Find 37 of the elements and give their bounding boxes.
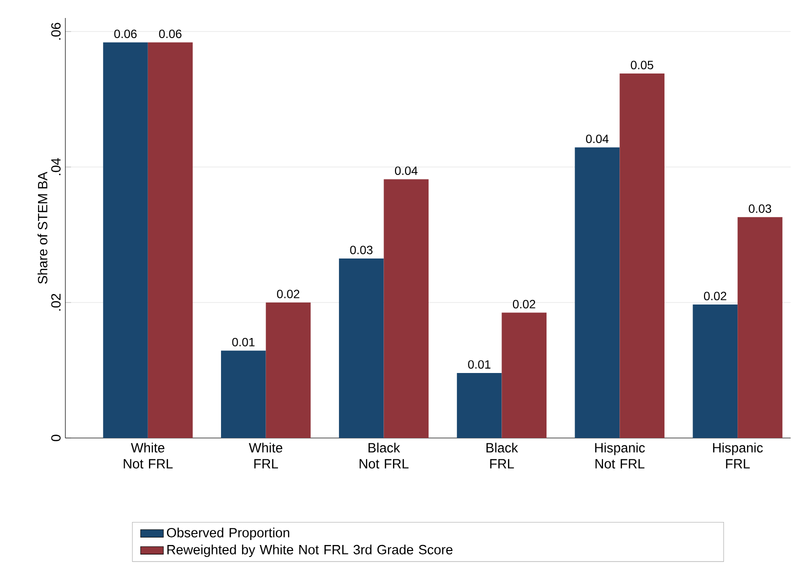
x-tick-label: Hispanic Not FRL <box>595 442 645 468</box>
bar <box>692 304 738 438</box>
bar <box>338 258 384 438</box>
data-label: 0.06 <box>159 30 182 38</box>
data-label: 0.06 <box>114 30 137 38</box>
bar <box>266 302 311 438</box>
x-tick-label: Hispanic FRL <box>713 442 763 468</box>
legend-label: Observed Proportion <box>166 528 290 540</box>
bar <box>148 42 193 438</box>
legend-label: Reweighted by White Not FRL 3rd Grade Score <box>167 544 452 557</box>
x-tick-label: Black FRL <box>486 442 518 468</box>
x-tick-label: White FRL <box>248 442 282 468</box>
data-label: 0.01 <box>232 338 255 346</box>
data-label: 0.02 <box>704 292 726 300</box>
y-tick-label: .06 <box>51 22 61 40</box>
data-label: 0.05 <box>630 60 654 70</box>
y-tick-label: .04 <box>51 158 61 176</box>
bar <box>620 74 664 438</box>
data-label: 0.04 <box>394 166 418 175</box>
bar <box>221 350 266 438</box>
x-tick-label: White Not FRL <box>124 442 173 468</box>
bar <box>456 372 502 438</box>
y-tick-label: .02 <box>51 294 61 311</box>
x-tick-label: Black Not FRL <box>360 442 409 468</box>
data-label: 0.01 <box>468 360 490 369</box>
data-label: 0.02 <box>512 300 536 308</box>
data-label: 0.03 <box>748 204 772 213</box>
bar <box>384 179 429 438</box>
data-label: 0.03 <box>350 246 373 254</box>
y-tick-label: 0 <box>51 434 61 442</box>
data-label: 0.02 <box>277 290 300 298</box>
bar <box>502 312 547 438</box>
bar <box>738 217 782 438</box>
y-axis-title: Share of STEM BA <box>38 172 48 284</box>
bar <box>103 42 148 438</box>
bar <box>574 147 620 438</box>
data-label: 0.04 <box>586 134 609 144</box>
